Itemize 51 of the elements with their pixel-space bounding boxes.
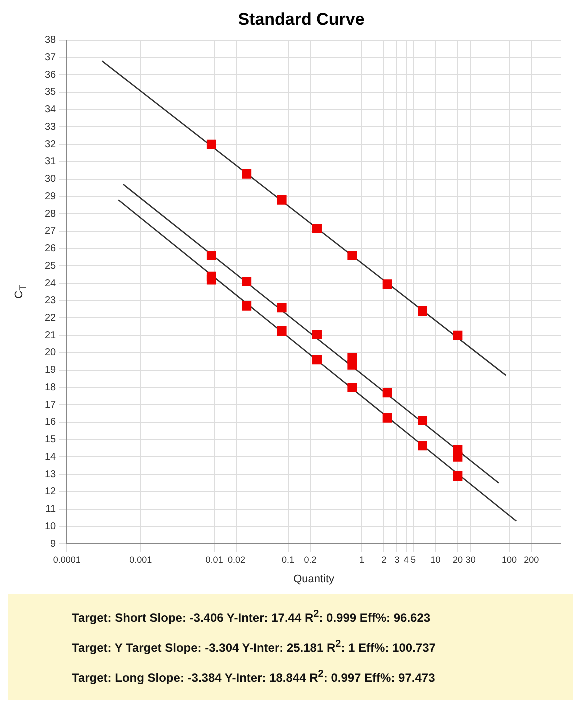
y-tick-label: 14 — [45, 452, 57, 463]
y-tick-label: 38 — [45, 35, 57, 46]
x-tick-label: 100 — [502, 554, 517, 565]
y-tick-label: 26 — [45, 244, 57, 255]
y-tick-label: 21 — [45, 330, 57, 342]
x-tick-label: 0.02 — [228, 554, 246, 565]
text: Target: Y Target Slope: -3.304 Y-Inter: 25.181 R$^{2}$: 1 Eff%: 100.737 — [71, 638, 437, 657]
x-tick-label: 30 — [466, 554, 476, 565]
x-tick-label: 200 — [524, 554, 540, 565]
y-tick-label: 12 — [45, 486, 57, 498]
y-tick-label: 33 — [45, 122, 57, 133]
x-tick-label: 0.2 — [304, 554, 317, 565]
y-tick-label: 17 — [45, 400, 57, 411]
y-tick-label: 25 — [45, 260, 57, 272]
y-tick-label: 11 — [46, 504, 57, 516]
text: Target: Short Slope: -3.406 Y-Inter: 17.44 R$^{2}$: 0.999 Eff%: 96.623 — [71, 608, 432, 627]
y-tick-label: 34 — [45, 104, 57, 116]
x-tick-label: 3 — [394, 554, 400, 565]
x-tick-label: 0.0001 — [53, 554, 81, 565]
x-tick-label: 0.001 — [130, 554, 152, 565]
y-tick-label: 15 — [45, 434, 57, 446]
y-tick-label: 16 — [45, 417, 57, 428]
y-tick-label: 32 — [45, 139, 57, 150]
y-tick-label: 24 — [45, 278, 57, 290]
x-tick-label: 0.1 — [282, 554, 295, 565]
y-tick-label: 20 — [45, 348, 57, 359]
y-tick-label: 31 — [45, 156, 57, 168]
x-tick-label: 5 — [411, 554, 416, 565]
x-tick-label: 2 — [382, 554, 387, 565]
y-tick-label: 36 — [45, 70, 57, 81]
x-tick-label: 10 — [430, 554, 441, 565]
y-tick-label: 10 — [45, 521, 57, 532]
y-tick-label: 23 — [45, 296, 57, 307]
y-tick-label: 30 — [45, 174, 57, 186]
y-tick-label: 9 — [50, 538, 57, 550]
y-tick-label: 22 — [45, 313, 57, 324]
text: Target: Long Slope: -3.384 Y-Inter: 18.844 R$^{2}$: 0.997 Eff%: 97.473 — [71, 668, 436, 687]
y-tick-label: 13 — [45, 469, 57, 480]
x-tick-label: 4 — [404, 554, 409, 565]
y-tick-label: 28 — [45, 208, 57, 220]
x-axis-title: Quantity — [294, 573, 336, 586]
x-tick-label: 20 — [452, 554, 463, 565]
y-tick-label: 19 — [45, 365, 57, 376]
y-tick-label: 29 — [45, 191, 57, 202]
y-tick-label: 37 — [45, 52, 57, 64]
x-tick-label: 1 — [360, 554, 365, 565]
y-tick-label: 35 — [45, 87, 57, 98]
chart-title: Standard Curve — [238, 10, 365, 29]
x-tick-label: 0.01 — [206, 554, 224, 565]
y-tick-label: 27 — [45, 226, 57, 238]
y-tick-label: 18 — [45, 382, 57, 394]
